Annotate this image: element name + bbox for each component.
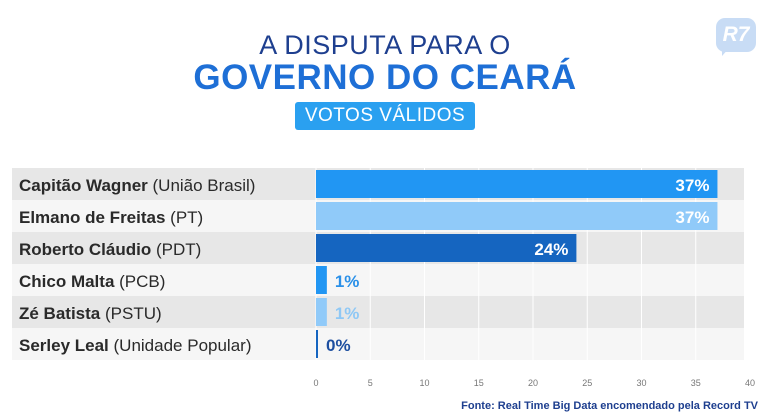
x-tick-label: 35 <box>691 378 701 388</box>
x-tick-label: 40 <box>745 378 755 388</box>
candidate-name: Roberto Cláudio <box>19 240 156 259</box>
chart-subtitle-badge: VOTOS VÁLIDOS <box>294 102 476 130</box>
candidate-name: Zé Batista <box>19 304 105 323</box>
bar <box>316 330 318 358</box>
x-tick-label: 25 <box>582 378 592 388</box>
candidate-party: (PSTU) <box>105 304 162 323</box>
x-tick-label: 5 <box>368 378 373 388</box>
row-background <box>12 328 744 360</box>
candidate-label: Elmano de Freitas (PT) <box>19 208 203 227</box>
logo-bubble-tail <box>722 46 737 56</box>
row-background <box>12 264 744 296</box>
candidate-label: Capitão Wagner (União Brasil) <box>19 176 255 195</box>
candidate-label: Chico Malta (PCB) <box>19 272 165 291</box>
bar-value-label: 37% <box>675 208 709 227</box>
bar-value-label: 0% <box>326 336 351 355</box>
candidate-label: Serley Leal (Unidade Popular) <box>19 336 251 355</box>
candidate-name: Chico Malta <box>19 272 119 291</box>
x-tick-label: 0 <box>313 378 318 388</box>
source-note: Fonte: Real Time Big Data encomendado pe… <box>461 400 758 412</box>
candidate-party: (Unidade Popular) <box>114 336 252 355</box>
chart-title-line1: A DISPUTA PARA O <box>259 30 511 60</box>
x-tick-label: 10 <box>419 378 429 388</box>
bar-value-label: 1% <box>335 272 360 291</box>
r7-logo: R7 <box>716 18 758 60</box>
candidate-party: (União Brasil) <box>153 176 256 195</box>
x-tick-label: 20 <box>528 378 538 388</box>
candidate-name: Capitão Wagner <box>19 176 153 195</box>
bar <box>316 202 718 230</box>
x-tick-label: 30 <box>636 378 646 388</box>
logo-text: R7 <box>722 23 750 46</box>
bar-value-label: 37% <box>675 176 709 195</box>
bar <box>316 298 327 326</box>
candidate-name: Elmano de Freitas <box>19 208 170 227</box>
chart-title-line2: GOVERNO DO CEARÁ <box>193 58 577 97</box>
bar-value-label: 1% <box>335 304 360 323</box>
candidate-party: (PDT) <box>156 240 201 259</box>
bar <box>316 234 577 262</box>
bar-value-label: 24% <box>534 240 568 259</box>
candidate-label: Roberto Cláudio (PDT) <box>19 240 201 259</box>
candidate-name: Serley Leal <box>19 336 114 355</box>
bar <box>316 170 718 198</box>
candidate-party: (PCB) <box>119 272 165 291</box>
x-tick-label: 15 <box>474 378 484 388</box>
row-background <box>12 296 744 328</box>
candidate-label: Zé Batista (PSTU) <box>19 304 162 323</box>
candidate-party: (PT) <box>170 208 203 227</box>
subtitle-container: VOTOS VÁLIDOS <box>0 102 770 130</box>
bar <box>316 266 327 294</box>
